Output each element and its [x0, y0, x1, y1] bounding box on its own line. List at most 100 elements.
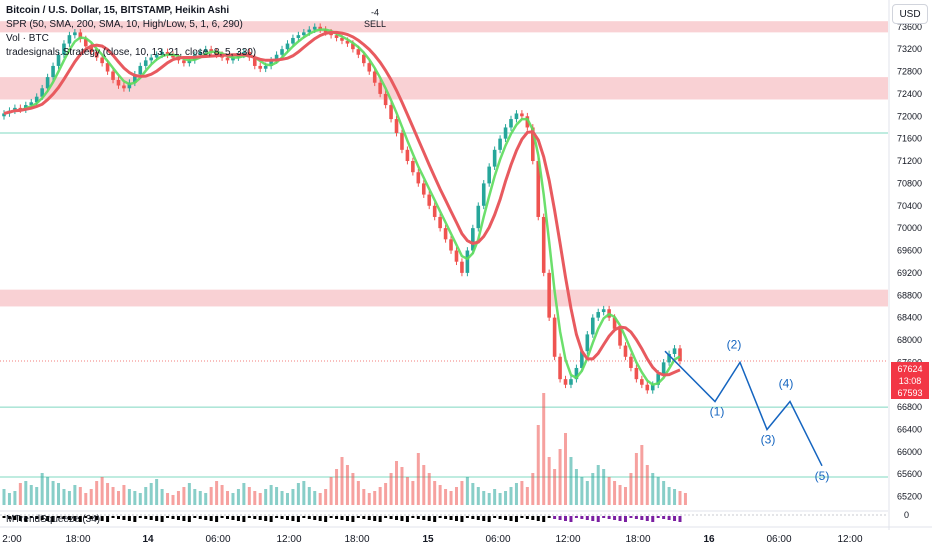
- candle: [634, 367, 639, 380]
- volume-bar: [493, 489, 497, 505]
- candle: [569, 379, 573, 385]
- volume-bar: [106, 483, 110, 505]
- squeeze-bar: [509, 516, 513, 521]
- indicator-pane-label[interactable]: MTrendSqueeze (34): [6, 514, 101, 525]
- squeeze-bar: [433, 516, 437, 522]
- volume-bar: [40, 473, 44, 505]
- volume-bar: [444, 489, 448, 505]
- candle: [411, 161, 415, 173]
- volume-bar: [242, 483, 246, 505]
- symbol-title[interactable]: Bitcoin / U.S. Dollar, 15, BITSTAMP, Hei…: [6, 5, 230, 16]
- indicator-spr[interactable]: SPR (50, SMA, 200, SMA, 10, High/Low, 5,…: [6, 19, 243, 30]
- volume-bar: [558, 449, 562, 505]
- candle: [541, 216, 546, 273]
- candle: [334, 35, 339, 38]
- x-tick-label: 12:00: [555, 534, 580, 545]
- candle: [629, 356, 633, 368]
- candle: [487, 166, 491, 184]
- candle: [580, 351, 584, 368]
- candle: [503, 127, 508, 139]
- squeeze-bar: [176, 516, 180, 520]
- candle: [612, 317, 617, 329]
- volume-bar: [449, 491, 453, 505]
- squeeze-bar: [198, 516, 202, 519]
- candle: [62, 43, 66, 55]
- candle: [476, 205, 481, 229]
- indicator-volume[interactable]: Vol · BTC: [6, 33, 49, 44]
- candle: [100, 57, 104, 64]
- volume-bar: [536, 425, 540, 505]
- candle: [623, 345, 628, 357]
- volume-bar: [57, 483, 61, 505]
- squeeze-bar: [416, 516, 420, 519]
- candle: [116, 79, 121, 86]
- squeeze-bar: [324, 516, 328, 522]
- candle: [143, 60, 148, 66]
- squeeze-bar: [422, 516, 426, 520]
- volume-bar: [683, 493, 687, 505]
- volume-bar: [640, 445, 644, 505]
- volume-bar: [427, 473, 431, 505]
- volume-bar: [520, 481, 524, 505]
- volume-bar: [209, 487, 213, 505]
- squeeze-bar: [558, 516, 562, 520]
- candle: [465, 250, 470, 273]
- candle: [105, 63, 110, 72]
- candle: [525, 116, 530, 128]
- candle: [514, 113, 519, 120]
- volume-bar: [198, 491, 202, 505]
- squeeze-bar: [35, 516, 39, 519]
- squeeze-bar: [193, 516, 197, 518]
- candle: [214, 51, 219, 55]
- wave-label: (4): [779, 377, 794, 391]
- squeeze-bar: [51, 516, 55, 522]
- candle: [650, 384, 655, 391]
- volume-bar: [149, 483, 153, 505]
- squeeze-bar: [204, 516, 208, 520]
- currency-button[interactable]: USD: [892, 4, 928, 24]
- squeeze-bar: [329, 516, 333, 518]
- volume-bar: [438, 485, 442, 505]
- volume-bar: [73, 485, 77, 505]
- volume-bar: [2, 489, 6, 505]
- candle: [536, 161, 541, 217]
- volume-bar: [95, 481, 99, 505]
- y-tick-label: 69200: [897, 268, 922, 278]
- volume-bar: [171, 495, 175, 505]
- volume-bar: [416, 453, 420, 505]
- candle: [454, 250, 459, 262]
- wave-label: (1): [710, 405, 725, 419]
- squeeze-bar: [662, 516, 666, 519]
- volume-bar: [645, 465, 649, 505]
- squeeze-bar: [100, 516, 104, 521]
- squeeze-bar: [231, 516, 235, 520]
- candle: [421, 183, 426, 195]
- squeeze-bar: [29, 516, 33, 518]
- squeeze-bar: [656, 516, 660, 518]
- volume-bar: [400, 467, 404, 505]
- volume-bar: [362, 489, 366, 505]
- candle: [225, 57, 230, 61]
- squeeze-bar: [209, 516, 213, 521]
- volume-bar: [465, 477, 469, 505]
- candle: [187, 60, 192, 64]
- squeeze-bar: [471, 516, 475, 519]
- candle: [405, 149, 410, 162]
- volume-bar: [580, 477, 584, 505]
- squeeze-bar: [389, 516, 393, 519]
- volume-bar: [307, 487, 311, 505]
- squeeze-bar: [78, 516, 82, 522]
- candle: [596, 312, 601, 318]
- candle: [481, 183, 486, 206]
- squeeze-bar: [155, 516, 159, 521]
- volume-bar: [411, 481, 415, 505]
- volume-bar: [155, 479, 159, 505]
- indicator-strategy[interactable]: tradesignals.Strategy (close, 10, 13, 21…: [6, 47, 257, 58]
- candle: [356, 49, 361, 55]
- x-tick-label: 06:00: [485, 534, 510, 545]
- squeeze-bar: [187, 516, 191, 522]
- candle: [531, 127, 535, 162]
- squeeze-bar: [444, 516, 448, 519]
- candle: [280, 49, 284, 55]
